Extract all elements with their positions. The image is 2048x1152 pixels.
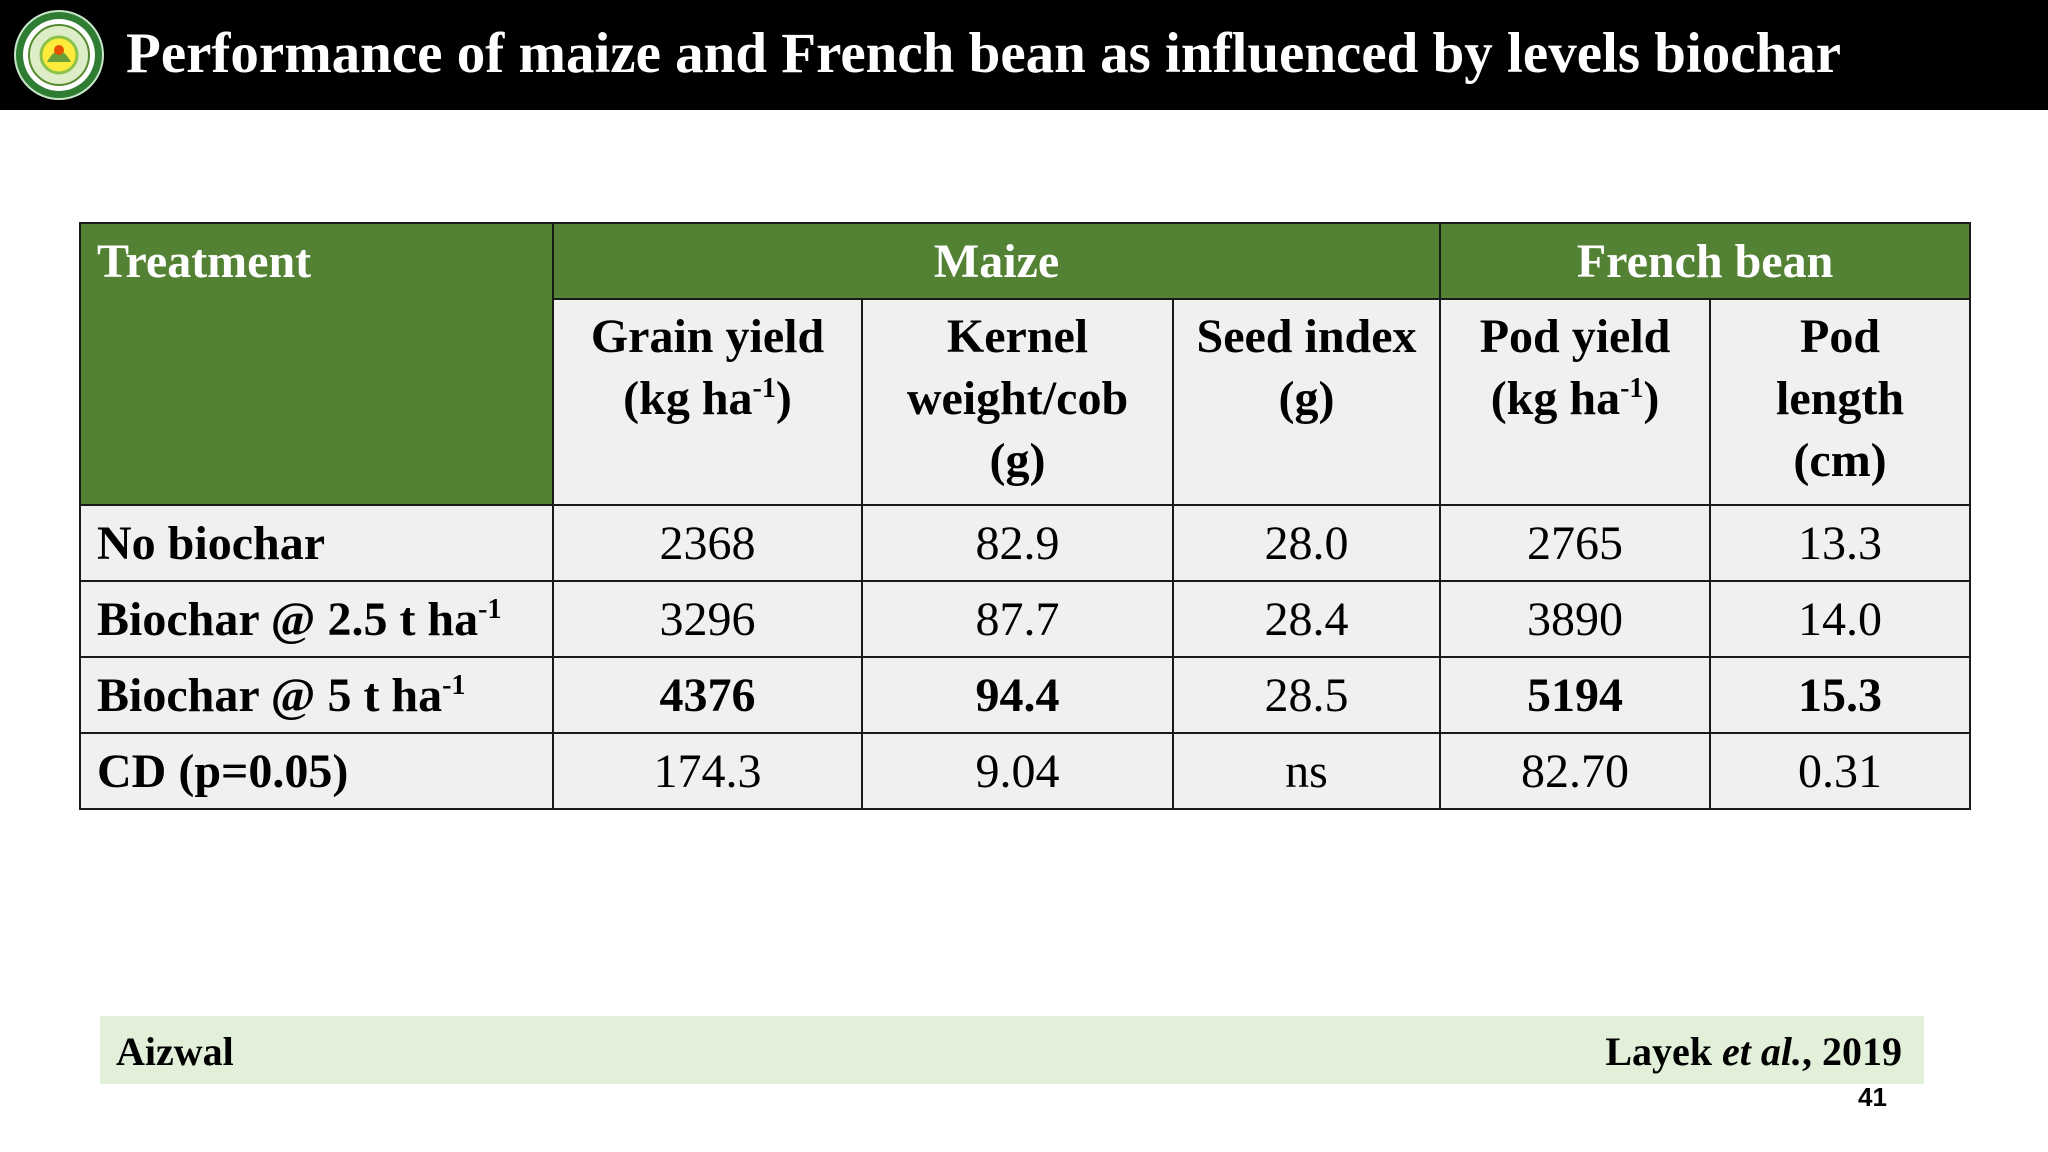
col-header-unit: (cm) (1793, 434, 1887, 487)
results-table: Treatment Maize French bean Grain yield … (79, 222, 1972, 810)
table-row-biochar-2-5: Biochar @ 2.5 t ha-1 3296 87.7 28.4 3890… (79, 580, 1972, 658)
col-header-text: Pod (1800, 310, 1881, 363)
treatment-header: Treatment (79, 222, 554, 506)
row-label: No biochar (79, 504, 554, 582)
row-label-sup: -1 (442, 669, 466, 701)
col-header-unit: (g) (989, 434, 1046, 487)
cell-grain-yield: 174.3 (552, 732, 863, 810)
row-label: CD (p=0.05) (79, 732, 554, 810)
cell-seed-index: ns (1171, 732, 1442, 810)
cell-kernel-weight: 82.9 (861, 504, 1174, 582)
footer-band: Aizwal Layek et al., 2019 (100, 1016, 1924, 1084)
cell-kernel-weight: 9.04 (861, 732, 1174, 810)
maize-group-header: Maize (551, 222, 1442, 300)
cell-kernel-weight: 94.4 (861, 656, 1174, 734)
cell-kernel-weight: 87.7 (861, 580, 1174, 658)
col-header-unit: (kg ha (1490, 372, 1621, 425)
university-seal-logo (14, 10, 104, 100)
col-header-unit-close: ) (1643, 372, 1660, 425)
row-label: Biochar @ 2.5 t ha-1 (79, 580, 554, 658)
col-header-text: Grain yield (590, 310, 825, 363)
table-row-biochar-5: Biochar @ 5 t ha-1 4376 94.4 28.5 5194 1… (79, 656, 1972, 734)
citation: Layek et al., 2019 (1605, 1028, 1902, 1075)
row-label: Biochar @ 5 t ha-1 (79, 656, 554, 734)
col-header-pod-length: Pod length (cm) (1709, 298, 1972, 506)
cell-seed-index: 28.0 (1171, 504, 1442, 582)
title-bar: Performance of maize and French bean as … (0, 0, 2048, 110)
cell-pod-yield: 2765 (1439, 504, 1712, 582)
col-header-text: Seed index (1196, 310, 1417, 363)
col-header-seed-index: Seed index (g) (1171, 298, 1442, 506)
table-row-no-biochar: No biochar 2368 82.9 28.0 2765 13.3 (79, 504, 1972, 582)
col-header-text: weight/cob (906, 372, 1129, 425)
table-row-cd: CD (p=0.05) 174.3 9.04 ns 82.70 0.31 (79, 732, 1972, 810)
cell-seed-index: 28.4 (1171, 580, 1442, 658)
row-label-sup: -1 (478, 593, 502, 625)
cell-pod-length: 15.3 (1709, 656, 1972, 734)
citation-etal: et al. (1722, 1029, 1802, 1074)
col-header-unit: (g) (1278, 372, 1335, 425)
col-header-sup: -1 (1620, 373, 1644, 404)
cell-grain-yield: 4376 (552, 656, 863, 734)
col-header-grain-yield: Grain yield (kg ha-1) (552, 298, 863, 506)
table-group-header-row: Treatment Maize French bean (79, 222, 1972, 506)
french-bean-group-header: French bean (1439, 222, 1972, 300)
cell-pod-yield: 82.70 (1439, 732, 1712, 810)
cell-pod-length: 14.0 (1709, 580, 1972, 658)
slide-title: Performance of maize and French bean as … (126, 22, 1842, 85)
citation-author: Layek (1605, 1029, 1723, 1074)
col-header-pod-yield: Pod yield (kg ha-1) (1439, 298, 1712, 506)
col-header-text: length (1776, 372, 1905, 425)
page-number: 41 (1858, 1082, 1887, 1112)
cell-seed-index: 28.5 (1171, 656, 1442, 734)
cell-grain-yield: 2368 (552, 504, 863, 582)
cell-pod-yield: 5194 (1439, 656, 1712, 734)
col-header-sup: -1 (752, 373, 776, 404)
location-label: Aizwal (116, 1029, 234, 1074)
col-header-text: Kernel (946, 310, 1089, 363)
citation-year: , 2019 (1802, 1029, 1902, 1074)
col-header-unit-close: ) (775, 372, 792, 425)
cell-pod-length: 13.3 (1709, 504, 1972, 582)
col-header-unit: (kg ha (623, 372, 753, 425)
cell-pod-yield: 3890 (1439, 580, 1712, 658)
col-header-text: Pod yield (1479, 310, 1671, 363)
cell-grain-yield: 3296 (552, 580, 863, 658)
col-header-kernel-weight: Kernel weight/cob (g) (861, 298, 1174, 506)
table-column-header-row: Grain yield (kg ha-1) Kernel weight/cob … (80, 298, 1972, 506)
cell-pod-length: 0.31 (1709, 732, 1972, 810)
